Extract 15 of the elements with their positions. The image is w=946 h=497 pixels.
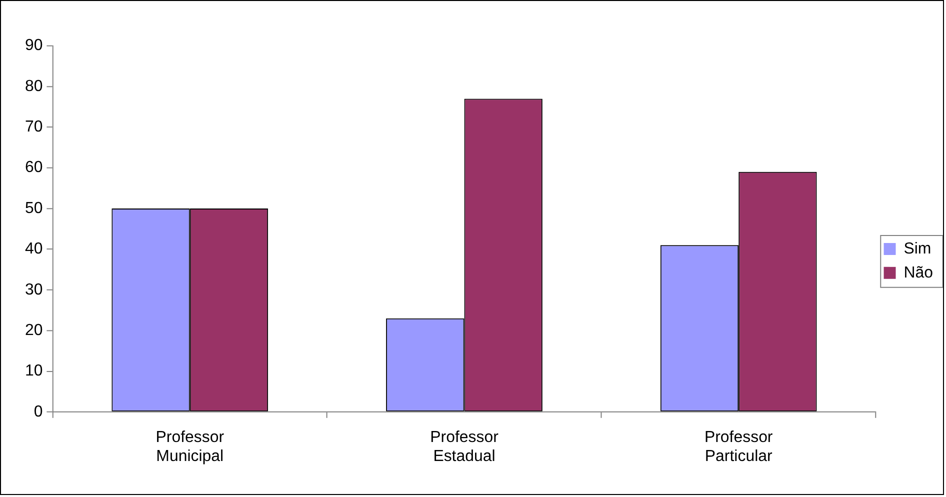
y-tick-label: 20 [24,322,43,339]
y-tick-label: 30 [24,281,43,298]
x-tick-label: Professor Estadual [430,428,500,465]
y-tick-label: 0 [34,403,43,420]
y-tick-label: 90 [24,37,43,54]
y-tick-label: 80 [24,78,43,95]
x-tick-label: Professor Particular [704,428,774,465]
y-tick-label: 40 [24,240,43,258]
y-tick-label: 60 [24,159,43,176]
y-tick-label: 50 [24,200,43,217]
legend-label: Não [904,264,934,282]
legend-label: Sim [904,240,932,258]
y-tick-label: 70 [24,118,43,136]
x-tick-label: Professor Municipal [156,428,225,465]
y-tick-label: 10 [24,362,43,380]
